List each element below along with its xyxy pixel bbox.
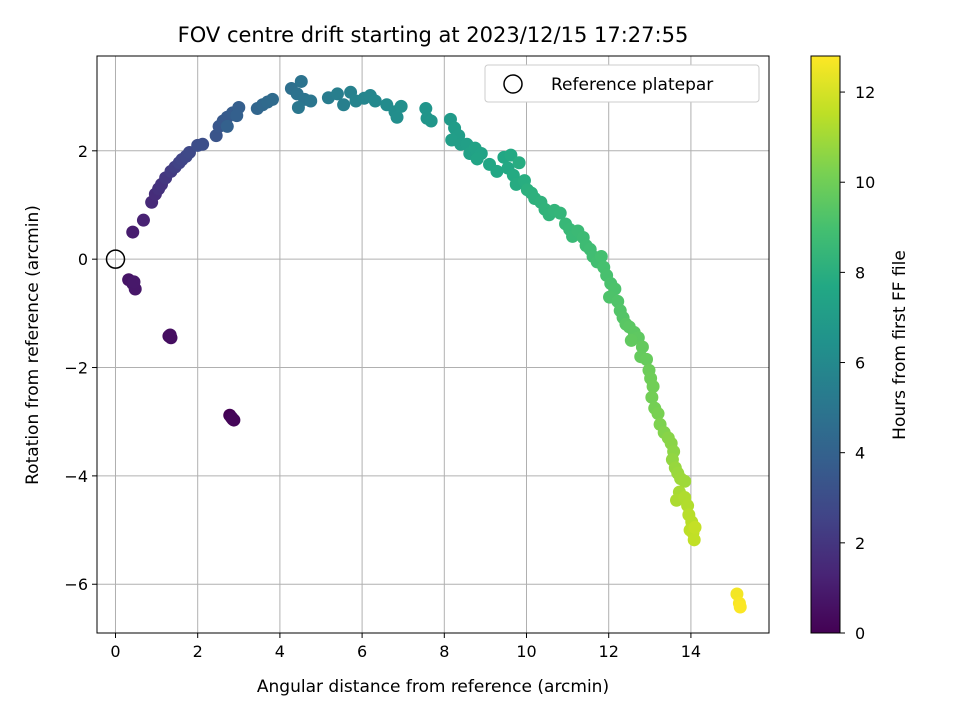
data-point	[394, 99, 408, 113]
x-tick-label: 14	[681, 642, 701, 661]
y-axis-label: Rotation from reference (arcmin)	[23, 205, 43, 485]
x-tick-label: 4	[275, 642, 285, 661]
data-point	[490, 164, 504, 178]
data-point	[226, 412, 240, 426]
colorbar-tick-label: 10	[855, 173, 875, 192]
data-point	[220, 119, 234, 133]
data-point	[624, 333, 638, 347]
colorbar-tick-label: 4	[855, 444, 865, 463]
legend-label: Reference platepar	[551, 75, 713, 95]
colorbar-tick-label: 6	[855, 354, 865, 373]
reference-marker	[105, 249, 126, 269]
x-tick-label: 12	[599, 642, 619, 661]
legend-marker	[503, 74, 523, 94]
data-point	[553, 206, 567, 220]
data-point	[230, 109, 244, 123]
data-point	[126, 225, 140, 239]
axis-ticks: 0 2 4 6 8 10 12 14 −6 −4 −2 0 2	[64, 142, 701, 661]
data-point	[687, 533, 701, 547]
data-point	[651, 407, 665, 421]
chart-title: FOV centre drift starting at 2023/12/15 …	[178, 23, 689, 47]
data-point	[512, 156, 526, 170]
x-tick-label: 2	[193, 642, 203, 661]
x-axis-label: Angular distance from reference (arcmin)	[257, 677, 609, 697]
data-point	[678, 474, 692, 488]
data-point	[645, 390, 659, 404]
y-tick-label: −4	[64, 467, 88, 486]
data-point	[304, 94, 318, 108]
data-point	[368, 94, 382, 108]
data-point	[291, 100, 305, 114]
data-point	[196, 137, 210, 151]
data-point	[504, 148, 518, 162]
data-point	[127, 275, 141, 289]
colorbar-gradient	[810, 55, 841, 634]
data-point	[337, 98, 351, 112]
data-point	[646, 379, 660, 393]
grid	[97, 56, 769, 633]
colorbar-tick-label: 8	[855, 263, 865, 282]
x-tick-label: 0	[110, 642, 120, 661]
legend-box	[484, 64, 760, 103]
data-point	[390, 110, 404, 124]
data-point	[424, 114, 438, 128]
y-tick-label: −2	[64, 359, 88, 378]
data-point	[470, 152, 484, 166]
x-tick-label: 10	[516, 642, 536, 661]
data-point	[635, 340, 649, 354]
x-tick-label: 8	[439, 642, 449, 661]
colorbar-tick-label: 0	[855, 624, 865, 643]
data-point	[419, 102, 433, 116]
colorbar-tick-label: 2	[855, 534, 865, 553]
data-point	[266, 92, 280, 106]
data-point	[640, 352, 654, 366]
y-tick-label: 0	[78, 250, 88, 269]
scatter-points	[122, 74, 747, 614]
colorbar: 0 2 4 6 8 10 12 Hours from first FF file	[810, 55, 910, 643]
y-tick-label: 2	[78, 142, 88, 161]
data-point	[163, 328, 177, 342]
data-point	[330, 87, 344, 101]
data-point	[136, 213, 150, 227]
legend: Reference platepar	[484, 64, 760, 103]
colorbar-tick-label: 12	[855, 83, 875, 102]
data-point	[594, 249, 608, 263]
y-tick-label: −6	[64, 575, 88, 594]
data-point	[733, 600, 747, 614]
data-point	[294, 74, 308, 88]
colorbar-ticks: 0 2 4 6 8 10 12	[840, 83, 875, 643]
colorbar-label: Hours from first FF file	[890, 250, 910, 440]
data-point	[688, 520, 702, 534]
x-tick-label: 6	[357, 642, 367, 661]
plot-frame	[96, 55, 770, 634]
